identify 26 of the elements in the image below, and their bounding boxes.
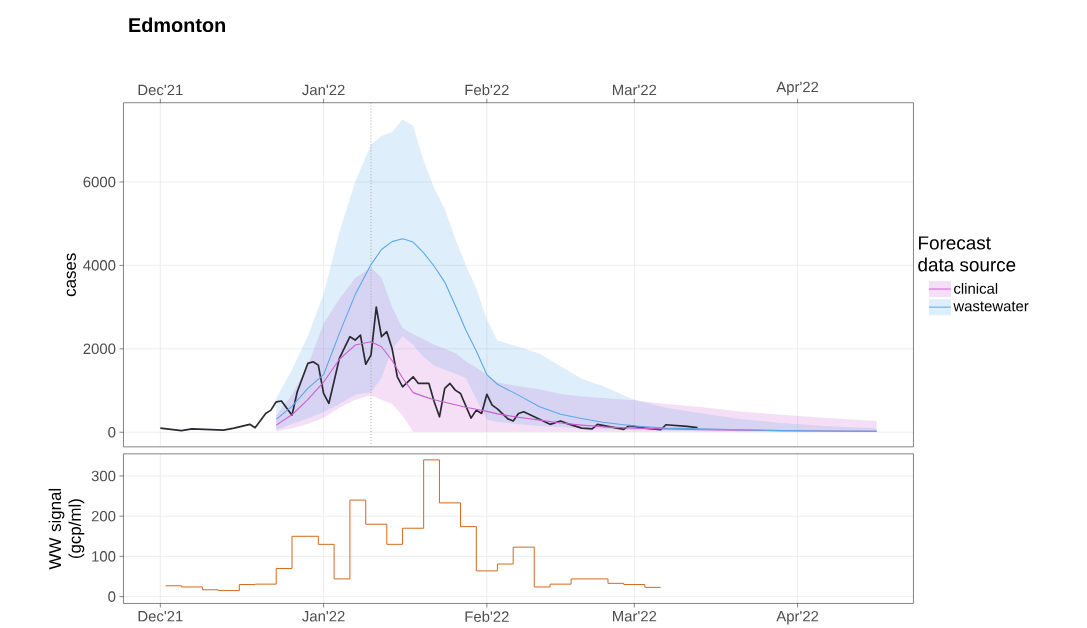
line-series bbox=[275, 237, 878, 432]
y-axis-title: cases bbox=[66, 253, 76, 296]
y-tick-label: 100 bbox=[92, 550, 116, 562]
y-axis-title: WW signal (gcp/ml) bbox=[48, 488, 85, 570]
y-tick-label: 2000 bbox=[83, 343, 116, 354]
x-tick-label: Feb'22 bbox=[465, 84, 509, 96]
x-tick-label: Apr'22 bbox=[776, 610, 819, 625]
x-tick-label: Jan'22 bbox=[302, 610, 345, 622]
y-tick-label: 200 bbox=[91, 510, 116, 522]
legend-title: Forecast data source bbox=[918, 236, 1016, 272]
x-tick-label: Mar'22 bbox=[612, 84, 657, 96]
x-tick-label: Dec'21 bbox=[138, 84, 183, 96]
x-tick-label: Feb'22 bbox=[465, 610, 509, 622]
x-tick-label: Apr'22 bbox=[776, 81, 819, 96]
y-tick-label: 4000 bbox=[83, 259, 116, 271]
line-series bbox=[159, 306, 699, 432]
y-tick-label: 0 bbox=[108, 591, 116, 602]
x-tick-label: Mar'22 bbox=[612, 610, 657, 622]
x-tick-label: Dec'21 bbox=[138, 610, 183, 622]
y-tick-label: 300 bbox=[91, 470, 116, 482]
y-tick-label: 0 bbox=[108, 426, 116, 438]
legend-label: wastewater bbox=[953, 301, 1029, 312]
legend-label: clinical bbox=[954, 282, 998, 294]
x-tick-label: Jan'22 bbox=[302, 84, 345, 96]
chart-title: Edmonton bbox=[129, 17, 225, 32]
y-tick-label: 6000 bbox=[83, 176, 116, 188]
